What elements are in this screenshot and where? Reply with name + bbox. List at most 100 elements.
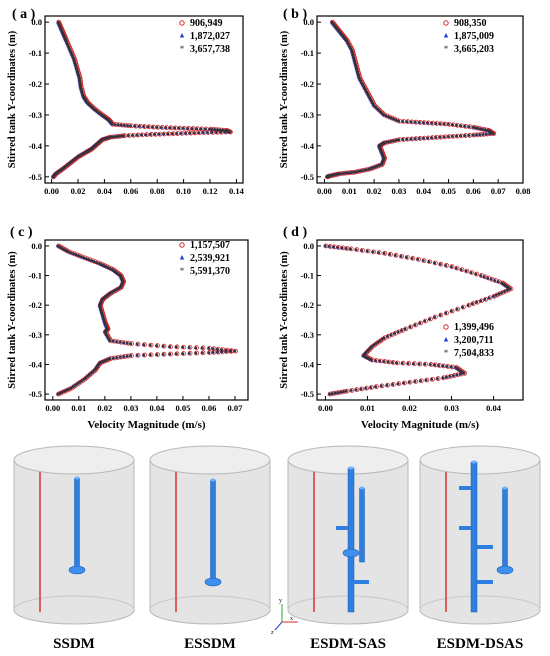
data-point (354, 388, 358, 391)
data-point (506, 288, 509, 292)
tank-top (149, 445, 271, 475)
data-point (336, 391, 340, 394)
data-point (333, 391, 337, 395)
data-point (91, 370, 95, 374)
impeller (204, 577, 222, 587)
legend-marker: * (180, 44, 185, 54)
data-point (122, 134, 126, 137)
legend-entry-2: * 3,657,738 (180, 44, 230, 55)
x-tick-label: 0.01 (360, 403, 375, 413)
x-tick-label: 0.10 (176, 186, 191, 196)
data-point (228, 130, 232, 134)
data-point (219, 128, 222, 132)
data-point (72, 252, 75, 256)
tank-label-esdm-sas: ESDM-SAS (310, 636, 386, 652)
plot-frame (316, 15, 524, 184)
x-tick-label: 0.00 (318, 403, 333, 413)
data-point (67, 387, 71, 391)
tank-top (13, 445, 135, 475)
data-point (331, 392, 334, 395)
data-point (362, 168, 366, 172)
data-point (142, 343, 146, 346)
data-point (395, 361, 399, 365)
data-point (186, 127, 190, 130)
data-point (497, 280, 500, 284)
tank-2 (287, 445, 409, 625)
shaft-cap (74, 476, 80, 480)
data-point (158, 132, 161, 136)
data-point (184, 131, 188, 135)
data-point (450, 265, 453, 268)
legend-marker: * (180, 266, 185, 276)
legend-label: 7,504,833 (454, 348, 494, 359)
data-point (433, 315, 437, 319)
data-point (175, 345, 178, 349)
legend-label: 2,539,921 (190, 253, 230, 264)
x-tick-label: 0.08 (150, 186, 165, 196)
legend-marker (443, 324, 449, 330)
y-tick-label: -0.1 (29, 48, 42, 58)
legend-entry-0: 1,157,507 (179, 240, 230, 251)
data-point (193, 131, 196, 135)
data-point (374, 359, 378, 362)
data-point (95, 261, 99, 265)
data-point (485, 132, 488, 136)
x-tick-label: 0.08 (516, 186, 531, 196)
legend-entry-2: * 3,665,203 (444, 44, 494, 55)
data-point (422, 259, 425, 262)
x-tick-label: 0.12 (203, 186, 218, 196)
data-point (56, 392, 60, 396)
data-point (136, 354, 139, 357)
data-point (115, 135, 119, 138)
data-point (69, 251, 73, 255)
data-point (444, 264, 448, 267)
shaft (359, 487, 365, 563)
data-point (393, 332, 397, 335)
data-point (181, 345, 185, 349)
data-point (488, 132, 492, 136)
data-point (385, 114, 388, 118)
data-point (367, 167, 371, 171)
x-tick-label: 0.07 (491, 186, 507, 196)
data-point (495, 293, 498, 297)
data-point (129, 124, 133, 128)
panel-label: ( c ) (10, 225, 33, 240)
triad-z-label: z (271, 630, 274, 636)
data-point (382, 252, 386, 255)
y-tick-label: -0.3 (29, 330, 42, 340)
data-point (129, 354, 133, 357)
data-point (382, 113, 386, 117)
data-point (385, 383, 389, 387)
data-point (474, 126, 478, 130)
data-point (492, 294, 495, 298)
data-point (336, 246, 340, 249)
data-point (126, 354, 129, 358)
data-point (131, 133, 135, 137)
data-point (460, 268, 463, 271)
data-point (151, 125, 155, 129)
data-point (413, 323, 417, 327)
data-point (136, 342, 139, 346)
series-2 (324, 244, 512, 396)
agitator-arm (353, 580, 369, 584)
shaft-cap (210, 478, 216, 482)
data-point (463, 134, 467, 137)
data-point (478, 133, 482, 136)
data-point (63, 389, 66, 393)
y-tick-label: -0.2 (29, 300, 42, 310)
impeller (342, 548, 360, 558)
data-point (374, 165, 377, 169)
legend-label: 906,949 (190, 18, 223, 29)
data-point (168, 345, 172, 348)
data-point (188, 346, 191, 349)
panel-label: ( b ) (283, 7, 307, 22)
data-point (90, 259, 94, 263)
data-point (403, 327, 407, 331)
data-point (459, 372, 462, 376)
data-point (140, 133, 144, 137)
data-point (188, 352, 191, 355)
plot-frame (316, 239, 524, 401)
tank-3 (419, 445, 541, 625)
data-point (347, 171, 351, 174)
